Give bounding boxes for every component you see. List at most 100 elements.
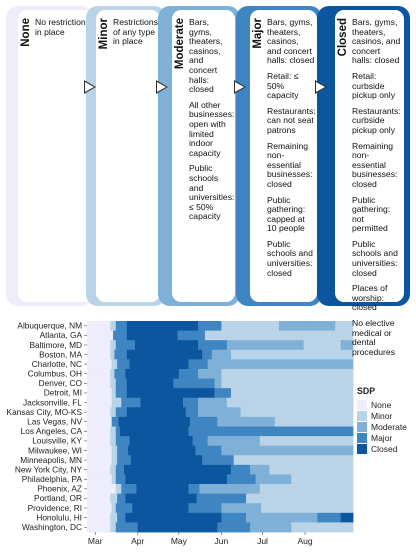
sdp-timeline-chart: Albuquerque, NM Atlanta, GA Baltimore, MD B… bbox=[0, 312, 416, 550]
x-tick-label: Apr bbox=[131, 536, 144, 546]
legend-title: SDP bbox=[357, 386, 375, 396]
heatmap-cell bbox=[221, 445, 354, 456]
heatmap-cell bbox=[87, 330, 114, 341]
x-tick-label: Mar bbox=[88, 536, 103, 546]
heatmap-cell bbox=[269, 464, 354, 475]
sdp-level-flowchart: None No restrictions in place Minor Restric… bbox=[6, 6, 410, 357]
level-rule: Restaurants: can not seat patrons bbox=[267, 105, 316, 135]
level-box-major: Major Bars, gyms, theaters, casinos, and … bbox=[236, 6, 322, 306]
heatmap-cell bbox=[259, 484, 354, 495]
city-label: Baltimore, MD bbox=[29, 340, 82, 350]
heatmap-cell bbox=[87, 359, 113, 370]
heatmap-cell bbox=[278, 321, 336, 331]
heatmap-cell bbox=[217, 416, 276, 427]
heatmap-cell bbox=[110, 340, 117, 351]
heatmap-cell bbox=[221, 503, 262, 514]
heatmap-cell bbox=[198, 397, 228, 408]
heatmap-cell bbox=[87, 368, 111, 379]
city-label: Louisville, KY bbox=[32, 436, 82, 446]
heatmap-cell bbox=[87, 436, 111, 447]
x-tick-label: May bbox=[171, 536, 188, 546]
legend-swatch bbox=[357, 433, 367, 443]
heatmap-cell bbox=[182, 397, 199, 408]
level-description: Bars, gyms, theaters, casinos, and conce… bbox=[267, 17, 316, 284]
city-label: Kansas City, MO-KS bbox=[7, 407, 83, 417]
city-label: Albuquerque, NM bbox=[17, 321, 82, 331]
level-rule: Public schools and universities: closed bbox=[352, 238, 398, 278]
flow-arrow-icon bbox=[315, 80, 327, 94]
heatmap-cell bbox=[198, 340, 228, 351]
x-tick-label: Jul bbox=[257, 536, 268, 546]
level-name: Minor bbox=[98, 18, 110, 50]
heatmap-cell bbox=[195, 445, 222, 456]
city-label: Jacksonville, FL bbox=[23, 397, 82, 407]
city-label: Atlanta, GA bbox=[40, 330, 83, 340]
legend-swatch bbox=[357, 400, 367, 410]
heatmap-cell bbox=[198, 368, 222, 379]
heatmap-cell bbox=[204, 330, 354, 341]
heatmap-cell bbox=[259, 436, 354, 447]
heatmap-cell bbox=[129, 436, 193, 447]
heatmap-cell bbox=[117, 512, 126, 523]
heatmap-cell bbox=[221, 368, 354, 379]
heatmap-cell bbox=[87, 445, 113, 456]
heatmap-cell bbox=[291, 474, 354, 485]
heatmap-cell bbox=[261, 503, 354, 514]
city-label: Providence, RI bbox=[28, 503, 82, 513]
legend-label: Minor bbox=[371, 411, 392, 421]
heatmap-cell bbox=[255, 474, 292, 485]
heatmap-cell bbox=[335, 321, 354, 331]
heatmap-cell bbox=[117, 359, 130, 370]
level-panel: None No restrictions in place bbox=[18, 10, 95, 302]
heatmap-cell bbox=[87, 493, 111, 504]
heatmap-cell bbox=[111, 359, 118, 370]
heatmap-cell bbox=[246, 493, 354, 504]
heatmap-cell bbox=[110, 436, 117, 447]
heatmap-cell bbox=[111, 474, 117, 485]
heatmap-cell bbox=[211, 349, 232, 360]
heatmap-cell bbox=[110, 349, 115, 360]
heatmap-cell bbox=[230, 464, 251, 475]
heatmap-cell bbox=[126, 349, 203, 360]
heatmap-cell bbox=[188, 503, 222, 514]
heatmap-cell bbox=[115, 503, 133, 514]
heatmap-cell bbox=[87, 378, 111, 389]
level-box-moderate: Moderate Bars, gyms, theaters, casinos, a… bbox=[158, 6, 240, 306]
heatmap-cell bbox=[115, 436, 130, 447]
heatmap-cell bbox=[207, 436, 261, 447]
level-panel: Closed Bars, gyms, theaters, casinos, and… bbox=[335, 10, 404, 357]
level-rule: No elective medical or dental procedures bbox=[352, 318, 395, 357]
heatmap-cell bbox=[87, 388, 113, 399]
level-panel: Moderate Bars, gyms, theaters, casinos, a… bbox=[172, 10, 235, 302]
level-description: Bars, gyms, theaters, casinos, and conce… bbox=[352, 17, 402, 363]
heatmap-cell bbox=[217, 522, 251, 533]
legend-label: None bbox=[371, 400, 392, 410]
level-name: Closed bbox=[337, 18, 349, 57]
heatmap-cell bbox=[126, 378, 174, 389]
heatmap-cell bbox=[136, 484, 189, 495]
heatmap-cell bbox=[115, 474, 126, 485]
city-label: Denver, CO bbox=[39, 378, 83, 388]
heatmap-cell bbox=[250, 464, 270, 475]
heatmap-cell bbox=[221, 321, 280, 331]
heatmap-cell bbox=[87, 503, 113, 514]
heatmap-cell bbox=[178, 368, 199, 379]
heatmap-cell bbox=[202, 349, 213, 360]
heatmap-cell bbox=[111, 503, 117, 514]
heatmap-cell bbox=[274, 416, 354, 427]
city-label: Portland, OR bbox=[34, 493, 82, 503]
level-box-closed: Closed Bars, gyms, theaters, casinos, and… bbox=[317, 6, 410, 357]
heatmap-cell bbox=[111, 388, 117, 399]
level-panel: Minor Restrictions of any type in place bbox=[96, 10, 160, 302]
heatmap-cell bbox=[117, 455, 132, 466]
heatmap-cell bbox=[87, 321, 111, 331]
heatmap-cell bbox=[140, 397, 184, 408]
heatmap-cell bbox=[87, 349, 111, 360]
city-label: Phoenix, AZ bbox=[37, 484, 82, 494]
level-rule: Retail: curbside pickup only bbox=[352, 70, 395, 101]
heatmap-cell bbox=[130, 455, 203, 466]
heatmap-cell bbox=[87, 484, 117, 495]
heatmap-cell bbox=[110, 522, 117, 533]
heatmap-cell bbox=[110, 464, 117, 475]
